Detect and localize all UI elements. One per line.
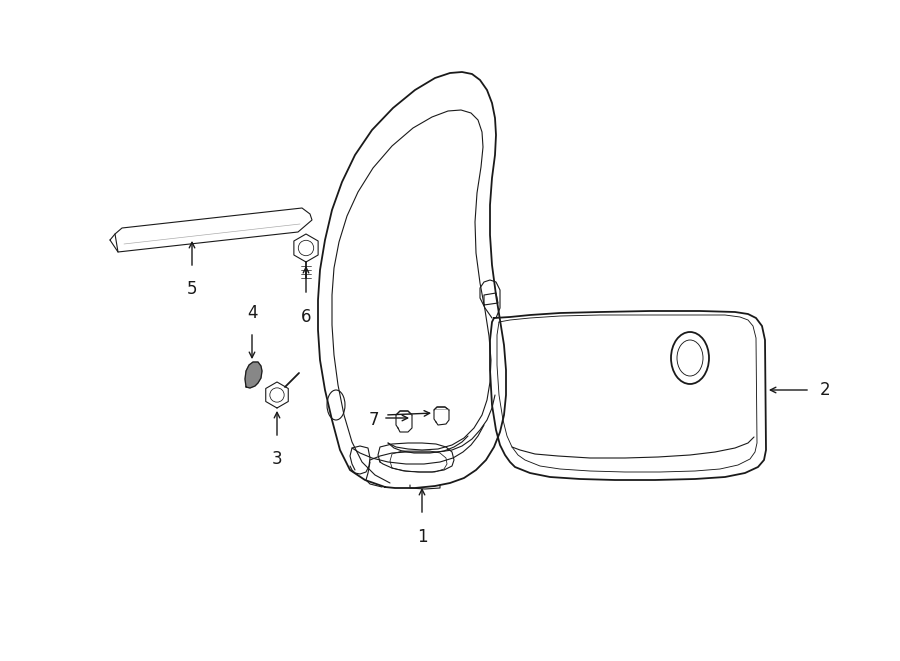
- Text: 6: 6: [301, 308, 311, 326]
- Text: 2: 2: [820, 381, 831, 399]
- Text: 5: 5: [187, 280, 197, 298]
- Ellipse shape: [677, 340, 703, 376]
- Text: 1: 1: [417, 528, 428, 546]
- Ellipse shape: [671, 332, 709, 384]
- Polygon shape: [245, 362, 262, 388]
- Ellipse shape: [327, 390, 345, 420]
- Text: 3: 3: [272, 450, 283, 468]
- Text: 4: 4: [247, 304, 257, 322]
- Text: 7: 7: [369, 411, 379, 429]
